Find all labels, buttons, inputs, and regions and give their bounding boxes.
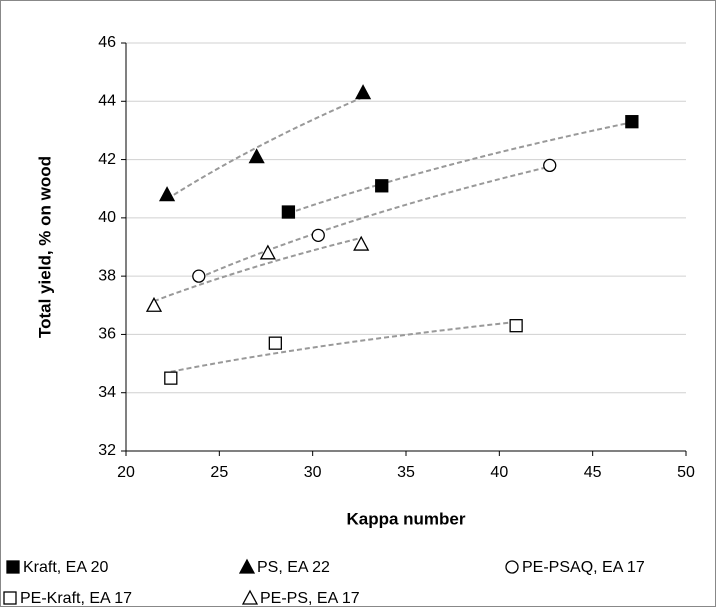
marker bbox=[354, 84, 372, 100]
y-tick-label: 38 bbox=[98, 267, 116, 284]
marker bbox=[543, 158, 557, 173]
legend-label: PS, EA 22 bbox=[257, 559, 330, 576]
marker bbox=[509, 319, 523, 333]
marker bbox=[145, 296, 163, 312]
y-tick-label: 34 bbox=[98, 384, 116, 401]
y-tick-label: 46 bbox=[98, 34, 116, 51]
marker bbox=[158, 186, 176, 202]
x-tick-label: 40 bbox=[490, 464, 508, 481]
y-axis-title: Total yield, % on wood bbox=[35, 156, 54, 338]
trendline bbox=[170, 320, 517, 373]
marker bbox=[268, 336, 282, 350]
x-tick-label: 50 bbox=[677, 464, 695, 481]
y-tick-label: 44 bbox=[98, 93, 116, 110]
legend-label: PE-PS, EA 17 bbox=[260, 590, 360, 607]
x-tick-label: 45 bbox=[584, 464, 602, 481]
marker bbox=[353, 235, 370, 251]
marker bbox=[164, 371, 178, 385]
y-tick-label: 40 bbox=[98, 209, 116, 226]
legend-label: PE-PSAQ, EA 17 bbox=[522, 559, 645, 576]
y-tick-label: 42 bbox=[98, 151, 116, 168]
marker bbox=[625, 115, 639, 129]
x-axis-title: Kappa number bbox=[346, 509, 465, 528]
x-tick-label: 20 bbox=[117, 464, 135, 481]
legend-marker bbox=[6, 560, 20, 574]
marker bbox=[375, 179, 389, 193]
legend-marker bbox=[241, 589, 259, 605]
x-tick-label: 25 bbox=[210, 464, 228, 481]
marker bbox=[259, 244, 276, 260]
trendline bbox=[153, 236, 362, 303]
trendline bbox=[288, 121, 633, 215]
marker bbox=[248, 148, 265, 164]
marker bbox=[281, 205, 296, 219]
legend-marker bbox=[505, 560, 519, 574]
legend-label: PE-Kraft, EA 17 bbox=[20, 590, 132, 607]
y-tick-label: 36 bbox=[98, 326, 116, 343]
legend-marker bbox=[3, 591, 17, 605]
legend-label: Kraft, EA 20 bbox=[23, 559, 108, 576]
marker bbox=[311, 228, 325, 242]
marker bbox=[192, 269, 206, 283]
x-tick-label: 35 bbox=[397, 464, 415, 481]
y-tick-label: 32 bbox=[98, 442, 116, 459]
legend-marker bbox=[238, 558, 256, 574]
x-tick-label: 30 bbox=[304, 464, 322, 481]
trendline bbox=[166, 96, 364, 200]
trendline bbox=[198, 165, 550, 279]
